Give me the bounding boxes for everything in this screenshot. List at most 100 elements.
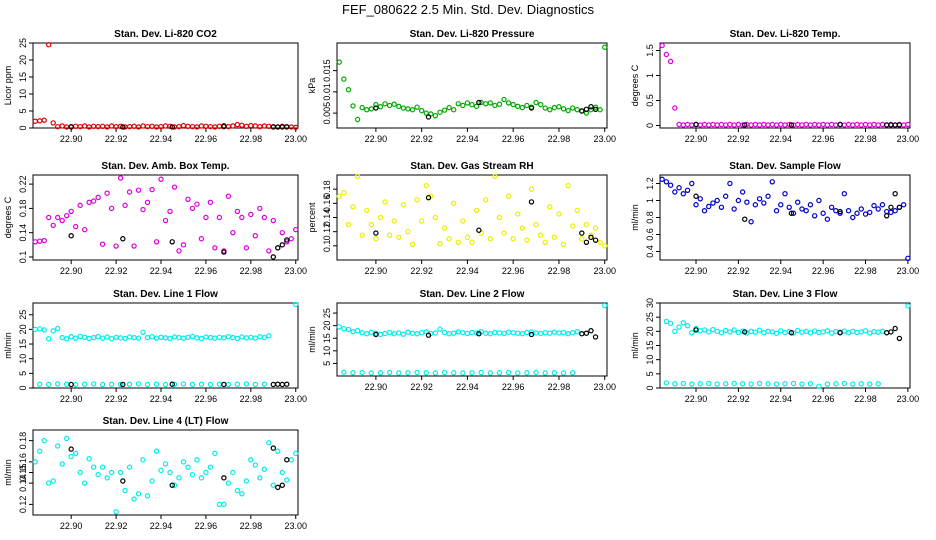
data-point xyxy=(225,480,232,486)
data-point xyxy=(811,328,818,334)
data-point xyxy=(597,107,603,113)
data-point xyxy=(41,327,47,333)
data-point xyxy=(257,205,263,212)
data-point xyxy=(583,221,590,228)
data-point xyxy=(162,461,169,467)
data-point xyxy=(663,51,670,58)
data-point xyxy=(345,221,352,228)
y-tick-label: 1 xyxy=(645,73,655,78)
x-tick-label: 22.90 xyxy=(60,521,83,531)
plot-frame xyxy=(32,42,299,129)
data-point xyxy=(773,122,780,128)
data-point xyxy=(120,381,126,388)
data-point xyxy=(693,202,699,208)
chart-title: Stan. Dev. Line 2 Flow xyxy=(420,289,525,300)
data-point xyxy=(59,334,65,341)
data-point xyxy=(266,333,272,339)
data-point xyxy=(386,329,393,336)
data-point xyxy=(180,242,187,248)
data-point xyxy=(46,42,52,48)
y-tick-label: 10 xyxy=(18,354,28,364)
data-point xyxy=(854,121,860,128)
data-point xyxy=(833,328,839,335)
data-point xyxy=(169,239,175,245)
y-tick-label: 0.1 xyxy=(322,240,332,253)
data-point xyxy=(854,329,860,336)
data-point xyxy=(284,477,290,483)
data-point xyxy=(59,461,65,467)
plot-frame xyxy=(659,174,911,261)
data-point xyxy=(583,330,590,336)
x-tick-label: 22.94 xyxy=(150,394,173,404)
data-point xyxy=(377,331,384,338)
data-point xyxy=(714,328,720,335)
data-point xyxy=(275,245,281,251)
y-tick-label: 0.15 xyxy=(18,464,28,482)
data-point xyxy=(790,330,797,336)
data-point xyxy=(158,176,164,182)
data-point xyxy=(113,334,119,340)
plot-frame xyxy=(32,429,299,516)
y-tick-label: 5 xyxy=(18,108,28,113)
data-point xyxy=(261,466,268,473)
data-point xyxy=(697,328,703,334)
data-point xyxy=(189,471,196,478)
data-point xyxy=(560,329,567,336)
data-point xyxy=(120,236,126,242)
data-point xyxy=(765,328,771,335)
data-point xyxy=(72,450,79,457)
data-point xyxy=(816,329,822,336)
data-point xyxy=(59,123,65,129)
data-point xyxy=(135,187,142,193)
data-point xyxy=(37,326,43,332)
data-point xyxy=(510,236,516,242)
data-point xyxy=(377,104,384,110)
data-point xyxy=(373,331,379,338)
data-point xyxy=(266,440,272,446)
data-point xyxy=(216,381,223,387)
data-point xyxy=(131,334,137,341)
data-point xyxy=(377,370,384,376)
x-tick-label: 22.96 xyxy=(812,266,835,276)
data-point xyxy=(368,221,375,228)
data-point xyxy=(140,206,146,213)
data-point xyxy=(140,457,146,463)
chart-title: Stan. Dev. Line 1 Flow xyxy=(113,289,218,300)
data-point xyxy=(854,210,860,216)
data-point xyxy=(574,107,580,113)
data-point xyxy=(212,450,218,457)
data-point xyxy=(735,121,742,128)
data-point xyxy=(565,331,571,337)
data-point xyxy=(409,107,416,113)
data-point xyxy=(496,330,503,336)
data-point xyxy=(689,381,695,387)
data-point xyxy=(592,225,599,231)
data-point xyxy=(739,189,746,195)
data-point xyxy=(722,327,729,334)
data-point xyxy=(144,199,151,206)
data-point xyxy=(547,107,553,113)
data-point xyxy=(120,478,126,484)
x-tick-label: 22.96 xyxy=(195,521,218,531)
chart-panel-7: Stan. Dev. Line 1 Flow 22.90 22.92 22.94 22.… xyxy=(3,289,307,404)
data-point xyxy=(68,233,74,239)
data-point xyxy=(858,329,864,335)
data-point xyxy=(828,330,835,336)
data-point xyxy=(37,118,43,124)
data-point xyxy=(676,324,682,330)
data-point xyxy=(99,381,106,388)
data-point xyxy=(108,381,115,387)
data-point xyxy=(207,199,214,206)
x-tick-label: 22.90 xyxy=(365,134,388,144)
data-point xyxy=(816,383,822,389)
x-tick-label: 22.98 xyxy=(240,134,263,144)
data-point xyxy=(50,222,56,229)
data-point xyxy=(693,193,699,199)
data-point xyxy=(108,205,115,212)
data-point xyxy=(519,331,526,337)
data-point xyxy=(892,325,898,332)
data-point xyxy=(162,123,169,129)
y-tick-label: 0.18 xyxy=(322,180,332,198)
data-point xyxy=(871,121,877,128)
x-tick-label: 22.92 xyxy=(727,394,750,404)
